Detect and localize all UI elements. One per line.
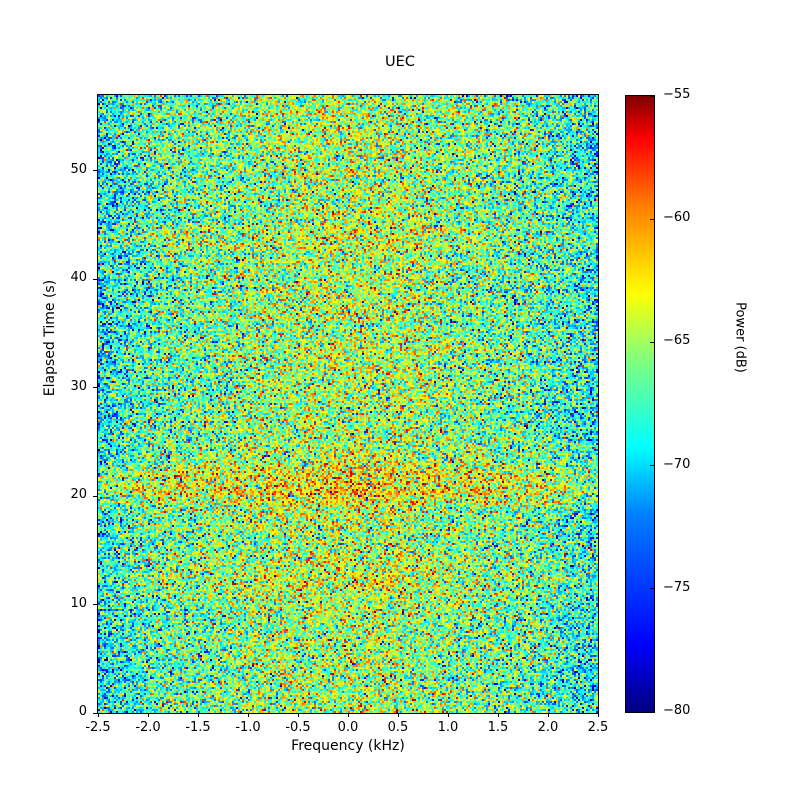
colorbar-tick-label: −60: [663, 210, 691, 226]
y-axis-tick: [93, 604, 97, 606]
colorbar-tick: [650, 95, 654, 97]
colorbar-tick-label: −65: [663, 333, 691, 349]
y-axis-tick-label: 30: [70, 378, 87, 394]
x-axis-tick-label: -0.5: [285, 720, 311, 735]
y-axis-tick: [93, 170, 97, 172]
y-axis-tick-label: 10: [70, 595, 87, 611]
y-axis-tick-label: 20: [70, 487, 87, 503]
x-axis-tick: [147, 713, 149, 717]
y-axis-tick: [93, 495, 97, 497]
y-axis-tick: [93, 278, 97, 280]
colorbar-tick-label: −55: [663, 87, 691, 102]
x-axis-tick-label: 0.5: [387, 720, 409, 735]
x-axis-tick: [247, 713, 249, 717]
x-axis-tick-label: 1.5: [487, 720, 509, 735]
y-axis-tick-label: 0: [78, 704, 87, 719]
x-axis-tick-label: 2.5: [587, 720, 609, 735]
y-axis-tick-label: 50: [70, 161, 87, 177]
colorbar-tick-label: −70: [663, 456, 691, 472]
x-axis-tick-label: -1.0: [235, 720, 261, 735]
colorbar-tick: [650, 588, 654, 590]
x-axis-label: Frequency (kHz): [291, 738, 405, 754]
y-axis-tick: [93, 387, 97, 389]
colorbar: [625, 95, 655, 713]
colorbar-gradient: [626, 96, 654, 712]
x-axis-tick: [597, 713, 599, 717]
y-axis-tick-label: 40: [70, 270, 87, 286]
spectrogram-image: [98, 95, 598, 713]
colorbar-tick: [650, 711, 654, 713]
y-axis-tick: [93, 712, 97, 714]
colorbar-label: Power (dB): [732, 302, 748, 373]
x-axis-tick-label: 1.0: [437, 720, 459, 735]
x-axis-tick-label: -2.0: [135, 720, 161, 735]
x-axis-tick: [197, 713, 199, 717]
x-axis-tick-label: 2.0: [537, 720, 559, 735]
title-line-station: UEC: [385, 54, 415, 70]
colorbar-tick-label: −80: [663, 703, 691, 718]
x-axis-tick: [347, 713, 349, 717]
colorbar-tick-label: −75: [663, 579, 691, 595]
x-axis-tick: [297, 713, 299, 717]
x-axis-tick-label: 0.0: [337, 720, 359, 735]
x-axis-tick-label: -2.5: [85, 720, 111, 735]
colorbar-tick: [650, 465, 654, 467]
x-axis-tick: [447, 713, 449, 717]
y-axis-label: Elapsed Time (s): [42, 279, 58, 397]
x-axis-tick: [497, 713, 499, 717]
x-axis-tick: [547, 713, 549, 717]
x-axis-tick-label: -1.5: [185, 720, 211, 735]
x-axis-tick: [397, 713, 399, 717]
colorbar-tick: [650, 341, 654, 343]
colorbar-tick: [650, 218, 654, 220]
spectrogram-plot-area: [97, 94, 599, 714]
x-axis-tick: [97, 713, 99, 717]
